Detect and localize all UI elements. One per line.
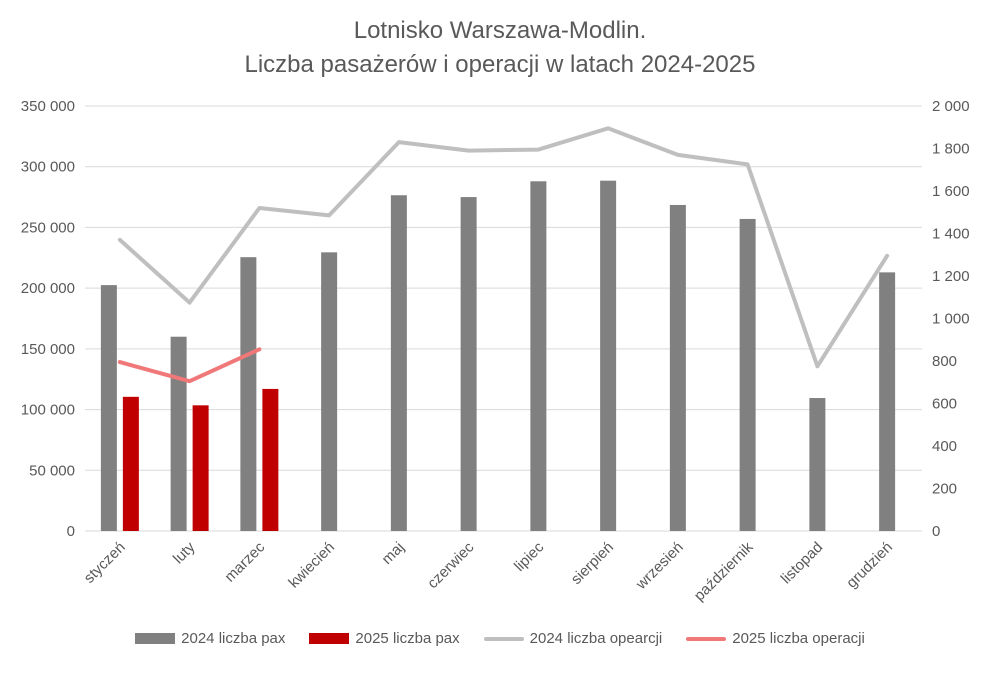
x-tick-label: marzec <box>221 538 268 585</box>
legend-item-2025-pax: 2025 liczba pax <box>309 630 460 647</box>
bar-2024-pax <box>530 181 547 532</box>
legend-label-2025-pax: 2025 liczba pax <box>355 630 460 647</box>
y-left-tick-label: 350 000 <box>21 98 75 115</box>
x-tick-label: grudzień <box>843 539 896 592</box>
y-right-tick-label: 400 <box>932 438 957 455</box>
y-left-tick-label: 100 000 <box>21 402 75 419</box>
bar-2024-pax <box>669 204 686 531</box>
bar-2024-pax <box>100 285 117 531</box>
bar-2024-pax <box>170 336 187 531</box>
x-tick-label: czerwiec <box>424 538 478 592</box>
chart-title: Lotnisko Warszawa-Modlin. Liczba pasażer… <box>0 14 1000 82</box>
x-tick-label: lipiec <box>511 538 548 575</box>
bar-2025-pax <box>192 405 209 531</box>
bar-2024-pax <box>240 257 257 531</box>
legend-swatch-2025-pax <box>309 633 350 644</box>
bar-2024-pax <box>809 398 826 531</box>
legend-label-2025-operations: 2025 liczba operacji <box>732 630 865 647</box>
bar-2024-pax <box>600 180 617 531</box>
y-left-tick-label: 200 000 <box>21 280 75 297</box>
legend-label-2024-operations: 2024 liczba opearcji <box>529 630 663 647</box>
bar-2024-pax <box>460 197 477 532</box>
x-tick-label: luty <box>170 538 199 567</box>
x-tick-label: sierpień <box>568 539 617 588</box>
y-right-tick-label: 2 000 <box>932 98 970 115</box>
x-tick-label: październik <box>691 538 757 604</box>
x-tick-label: maj <box>379 539 408 568</box>
bar-2024-pax <box>321 252 338 532</box>
legend-swatch-2024-pax <box>135 633 176 644</box>
x-tick-label: listopad <box>778 539 827 588</box>
y-left-tick-label: 150 000 <box>21 341 75 358</box>
y-right-tick-label: 800 <box>932 353 957 370</box>
bar-2025-pax <box>122 396 139 531</box>
y-left-tick-label: 50 000 <box>29 462 75 479</box>
y-right-tick-label: 1 800 <box>932 141 970 158</box>
bar-2025-pax <box>262 388 279 531</box>
y-right-tick-label: 1 000 <box>932 311 970 328</box>
y-left-tick-label: 300 000 <box>21 159 75 176</box>
x-tick-label: styczeń <box>81 539 129 587</box>
legend-item-2024-operations: 2024 liczba opearcji <box>483 630 663 647</box>
x-tick-label: wrzesień <box>632 539 687 594</box>
y-right-tick-label: 200 <box>932 481 957 498</box>
chart-title-line1: Lotnisko Warszawa-Modlin. <box>353 17 647 44</box>
y-right-tick-label: 600 <box>932 396 957 413</box>
legend-label-2024-pax: 2024 liczba pax <box>181 630 286 647</box>
bar-2024-pax <box>390 195 407 531</box>
bar-2024-pax <box>879 272 896 531</box>
bar-2024-pax <box>739 218 756 531</box>
y-left-tick-label: 0 <box>67 523 75 540</box>
legend-swatch-2025-operations <box>686 636 727 641</box>
y-right-tick-label: 0 <box>932 523 940 540</box>
chart-legend: 2024 liczba pax 2025 liczba pax 2024 lic… <box>0 630 1000 647</box>
chart-title-line2: Liczba pasażerów i operacji w latach 202… <box>244 51 756 78</box>
y-right-tick-label: 1 200 <box>932 268 970 285</box>
legend-item-2024-pax: 2024 liczba pax <box>135 630 285 647</box>
line-2024-operations <box>117 126 890 369</box>
y-right-tick-label: 1 400 <box>932 226 970 243</box>
y-left-tick-label: 250 000 <box>21 219 75 236</box>
x-tick-label: kwiecień <box>285 539 338 592</box>
legend-swatch-2024-operations <box>483 636 524 641</box>
y-right-tick-label: 1 600 <box>932 183 970 200</box>
legend-item-2025-operations: 2025 liczba operacji <box>686 630 865 647</box>
line-2025-operations <box>117 347 262 384</box>
